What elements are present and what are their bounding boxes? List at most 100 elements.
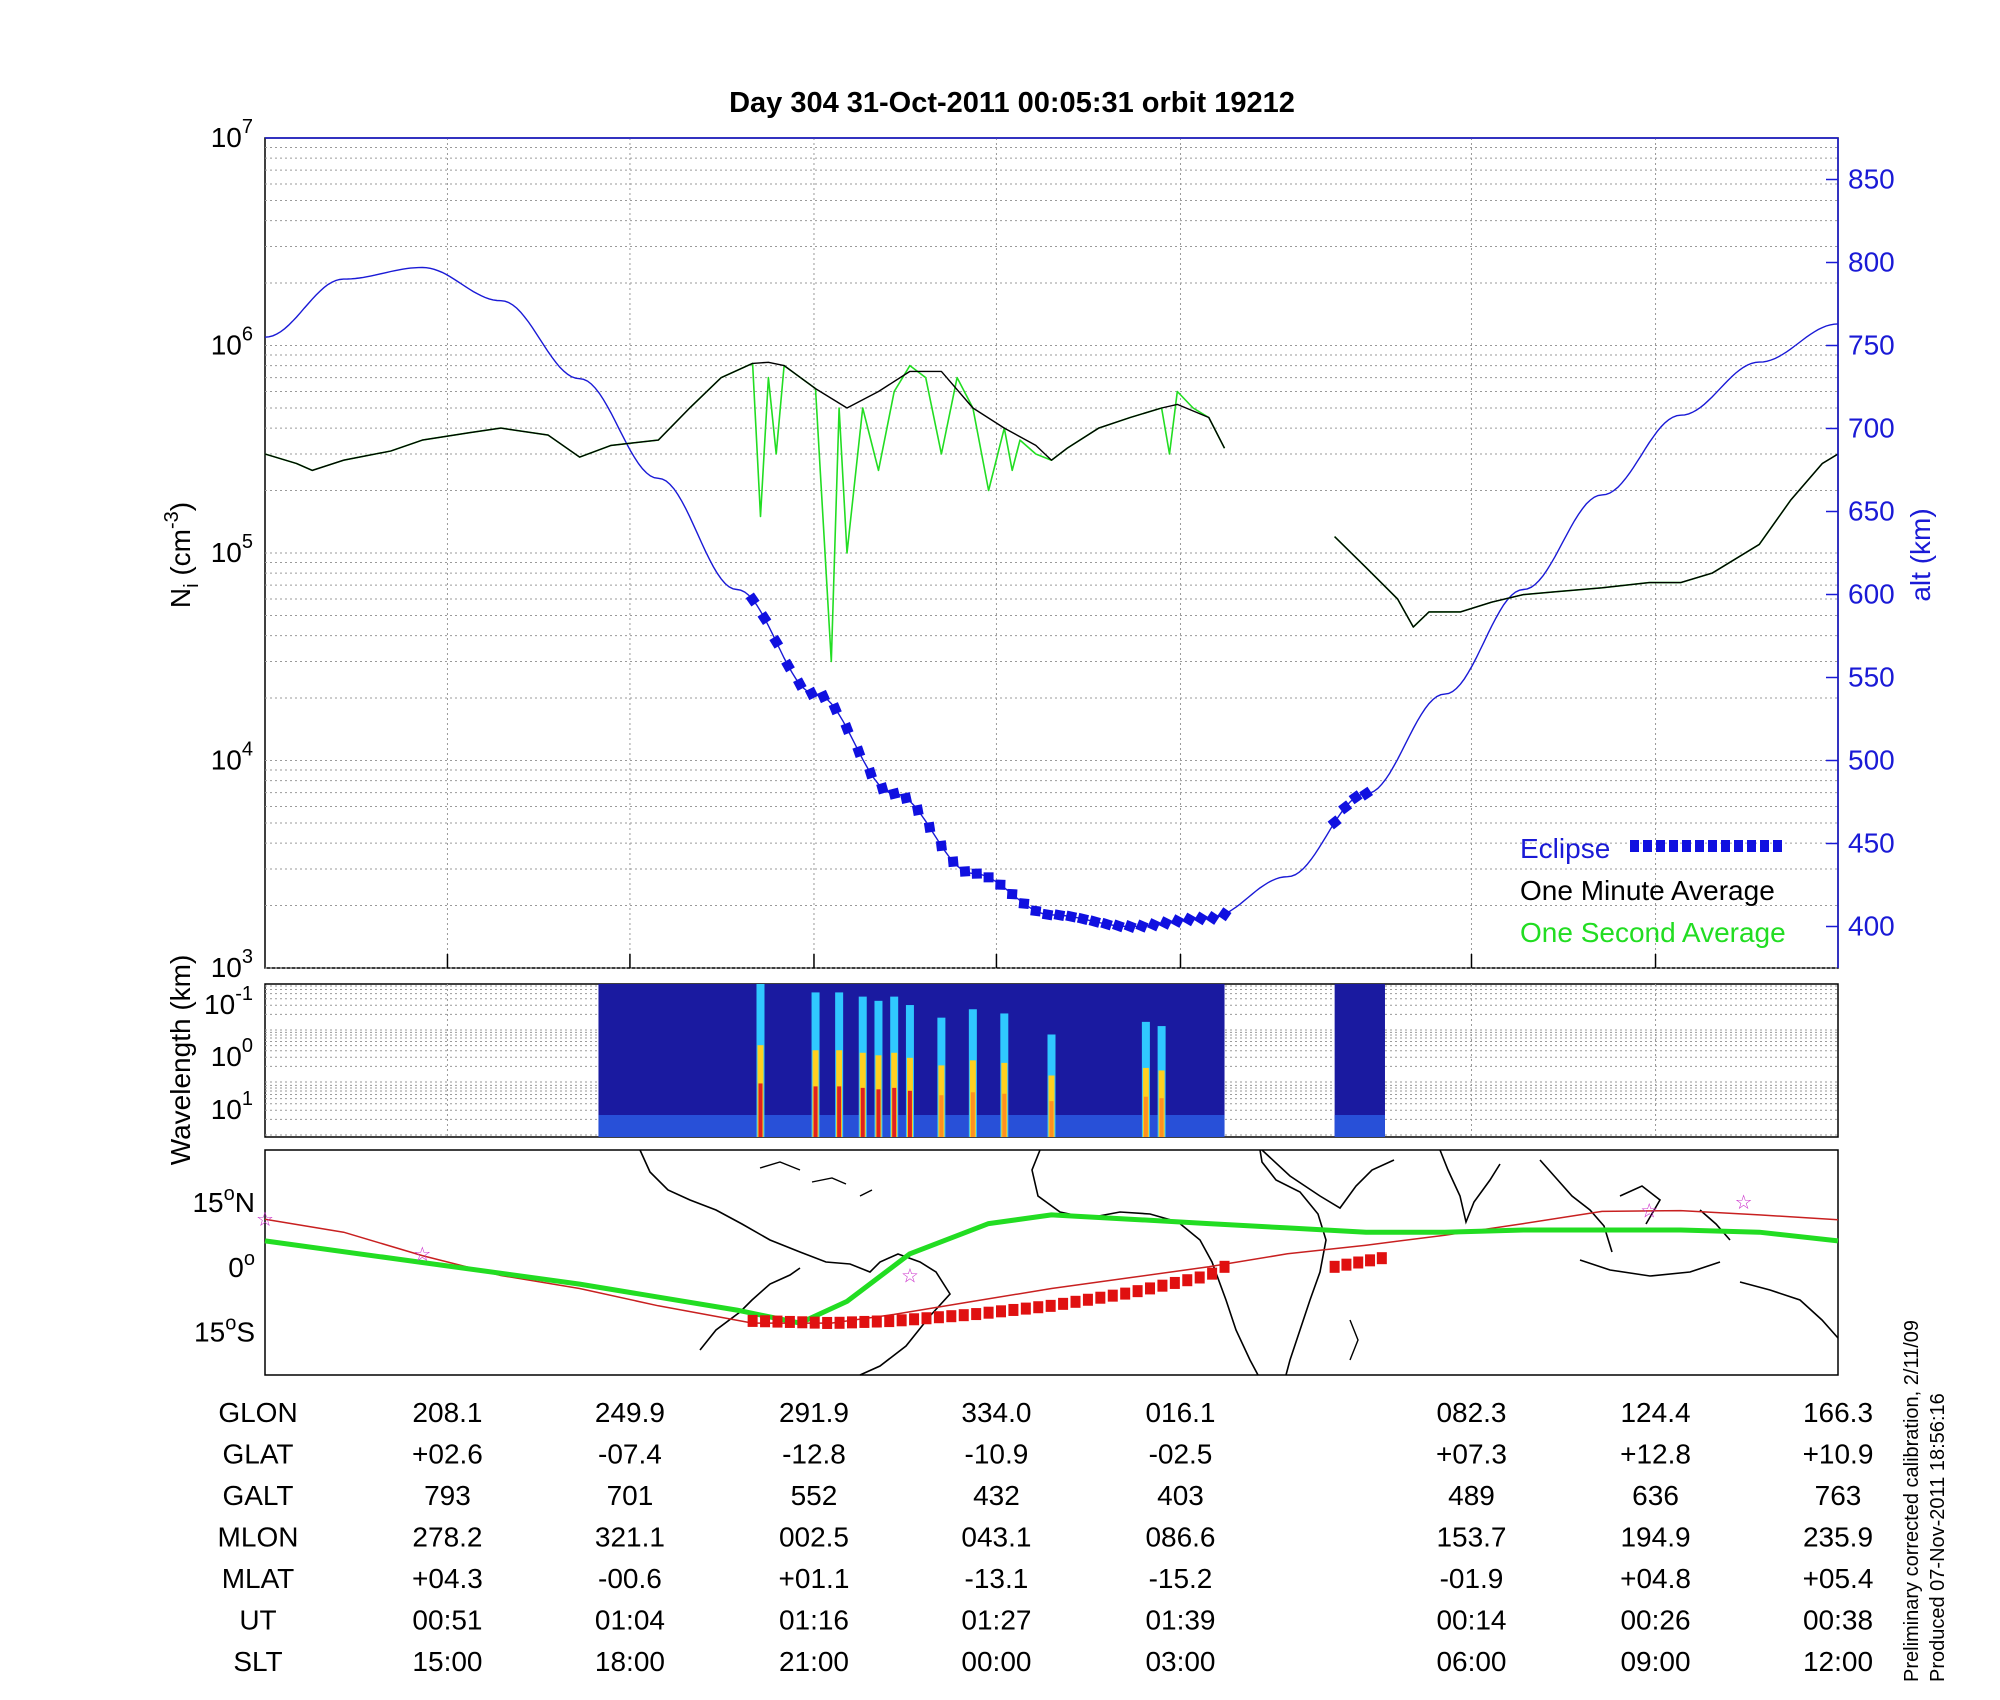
table-cell: +04.3 (412, 1563, 483, 1594)
table-cell: 082.3 (1436, 1397, 1506, 1428)
spectrogram-heatmap (598, 984, 1385, 1137)
legend-eclipse-marker (1643, 840, 1652, 852)
map-plot-area (264, 1149, 1839, 1376)
altitude-tick-label: 650 (1848, 496, 1895, 527)
wavelength-tick-label: 101 (211, 1088, 253, 1125)
production-note: Produced 07-Nov-2011 18:56:16 (1927, 1393, 1949, 1682)
eclipse-track-marker (1365, 1254, 1376, 1267)
burst-core (1049, 1101, 1054, 1137)
altitude-tick-label: 550 (1848, 662, 1895, 693)
eclipse-marker (1006, 888, 1018, 900)
table-cell: 249.9 (595, 1397, 665, 1428)
eclipse-marker (1359, 786, 1374, 801)
table-row-label: UT (239, 1605, 276, 1636)
table-cell: +04.8 (1620, 1563, 1691, 1594)
eclipse-marker (1111, 919, 1125, 933)
table-cell: 552 (791, 1480, 838, 1511)
position-star: ☆ (901, 1265, 919, 1287)
table-cell: -01.9 (1440, 1563, 1504, 1594)
table-cell: -13.1 (965, 1563, 1029, 1594)
eclipse-track-marker (1194, 1271, 1205, 1284)
table-cell: 06:00 (1436, 1646, 1506, 1677)
latitude-tick-label: 15oS (194, 1313, 255, 1348)
eclipse-track-marker (1207, 1267, 1218, 1280)
coastline-se-asia (1539, 1159, 1839, 1339)
eclipse-track-marker (760, 1315, 771, 1328)
eclipse-marker (757, 611, 772, 625)
one-minute-line (1334, 453, 1839, 628)
table-cell: 291.9 (779, 1397, 849, 1428)
table-cell: +02.6 (412, 1439, 483, 1470)
table-cell: 01:04 (595, 1605, 665, 1636)
eclipse-track-marker (1353, 1256, 1364, 1269)
altitude-tick-label: 700 (1848, 413, 1895, 444)
eclipse-track-marker (1033, 1301, 1044, 1314)
eclipse-track-marker (921, 1312, 932, 1325)
eclipse-marker (971, 868, 982, 879)
eclipse-track-marker (834, 1316, 845, 1329)
map-panel: ☆ ☆ ☆ ☆ ☆ 15oN 0o 15oS (192, 1149, 1839, 1376)
eclipse-track-marker (1058, 1297, 1069, 1310)
eclipse-marker (1158, 916, 1173, 930)
table-cell: 09:00 (1620, 1646, 1690, 1677)
eclipse-track-marker (822, 1316, 833, 1329)
density-tick-label: 105 (211, 531, 253, 568)
eclipse-track-marker (747, 1314, 758, 1327)
table-row-label: MLON (218, 1522, 299, 1553)
table-cell: +07.3 (1436, 1439, 1507, 1470)
spectrogram-low-band (1334, 1115, 1385, 1137)
eclipse-track-marker (1070, 1295, 1081, 1308)
burst-core (1159, 1098, 1164, 1137)
altitude-tick-label: 400 (1848, 911, 1895, 942)
geographic-track-line (264, 1209, 1839, 1324)
legend-eclipse-marker (1682, 840, 1691, 852)
latitude-ticks: 15oN 0o 15oS (192, 1183, 255, 1348)
wavelength-y-axis-label: Wavelength (km) (165, 955, 196, 1166)
eclipse-marker (1327, 815, 1342, 830)
eclipse-marker (947, 856, 959, 868)
eclipse-track-marker (1157, 1279, 1168, 1292)
altitude-tick-label: 600 (1848, 579, 1895, 610)
legend-one-minute-label: One Minute Average (1520, 875, 1775, 906)
eclipse-marker (1041, 908, 1054, 921)
wavelength-tick-label: 100 (211, 1035, 253, 1072)
density-tick-label: 106 (211, 324, 253, 361)
latitude-tick-label: 0o (228, 1248, 255, 1283)
figure-title: Day 304 31-Oct-2011 00:05:31 orbit 19212 (729, 87, 1295, 119)
coastlines (639, 1149, 1839, 1376)
table-cell: 166.3 (1803, 1397, 1873, 1428)
eclipse-marker (840, 722, 854, 735)
coastline-madagascar (1349, 1319, 1359, 1361)
table-cell: 03:00 (1145, 1646, 1215, 1677)
eclipse-marker (793, 677, 807, 691)
coastline-arabia-india (1261, 1149, 1501, 1225)
eclipse-track-marker (896, 1314, 907, 1327)
eclipse-marker (1170, 914, 1185, 928)
eclipse-track-marker (946, 1310, 957, 1323)
eclipse-marker (1205, 911, 1220, 925)
eclipse-marker (900, 792, 912, 804)
calibration-note: Preliminary corrected calibration, 2/11/… (1901, 1320, 1923, 1682)
legend-eclipse-marker (1721, 840, 1730, 852)
eclipse-marker (852, 745, 866, 759)
table-cell: 235.9 (1803, 1522, 1873, 1553)
position-star: ☆ (413, 1244, 431, 1266)
table-cell: 002.5 (779, 1522, 849, 1553)
eclipse-track-marker (1169, 1276, 1180, 1289)
eclipse-marker (1123, 920, 1137, 933)
orbit-data-table: GLON GLAT GALT MLON MLAT UT SLT 208.1 +02.6 793 27… (218, 1397, 1874, 1677)
coastline-africa (1031, 1149, 1327, 1376)
altitude-tick-label: 450 (1848, 828, 1895, 859)
eclipse-track-marker (909, 1313, 920, 1326)
eclipse-marker (1100, 917, 1113, 931)
table-row-label: GLAT (222, 1439, 293, 1470)
table-cell: 321.1 (595, 1522, 665, 1553)
altitude-tick-label: 750 (1848, 330, 1895, 361)
coastline-americas (639, 1149, 952, 1376)
latitude-tick-label: 15oN (192, 1183, 255, 1218)
table-cell: 086.6 (1145, 1522, 1215, 1553)
burst-core (892, 1087, 897, 1137)
eclipse-track-marker (1219, 1260, 1230, 1273)
wavelength-tick-label: 10-1 (204, 983, 253, 1020)
eclipse-marker (1053, 909, 1066, 921)
